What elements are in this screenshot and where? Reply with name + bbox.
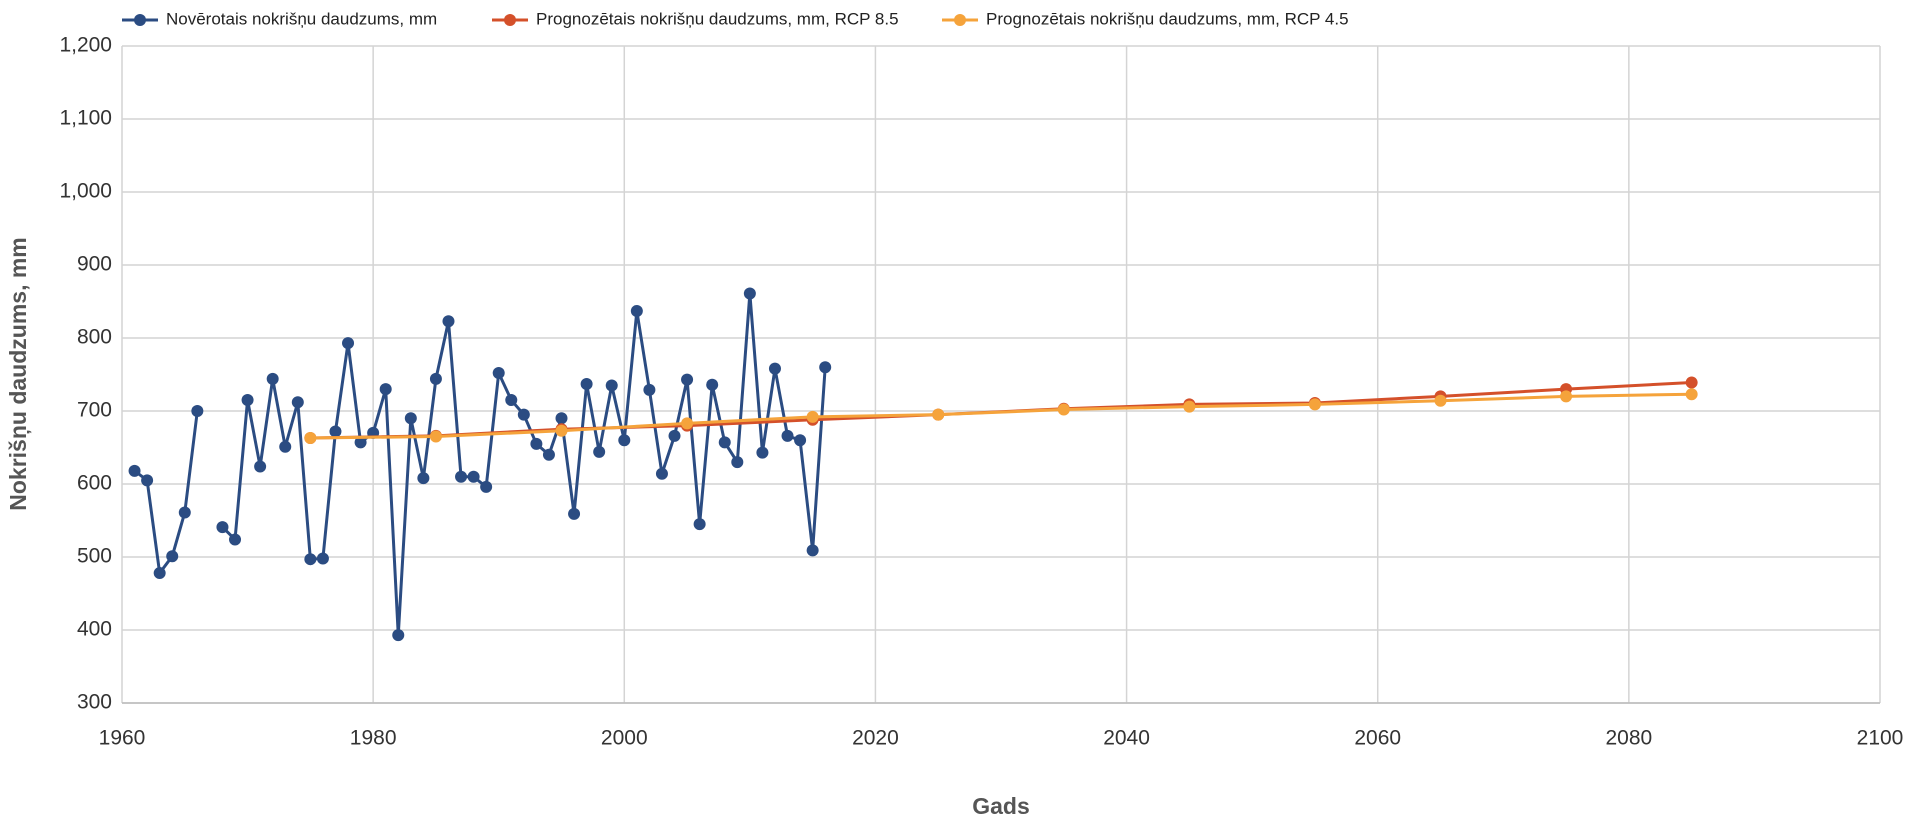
data-point — [455, 470, 468, 483]
legend-swatch — [954, 14, 966, 26]
data-point — [1560, 390, 1573, 403]
data-point — [467, 470, 480, 483]
data-point — [291, 396, 304, 409]
y-tick-label: 1,100 — [59, 107, 112, 130]
x-tick-label: 1980 — [350, 727, 397, 750]
data-point — [618, 434, 631, 447]
data-point — [429, 430, 442, 443]
data-point — [643, 383, 656, 396]
data-point — [768, 362, 781, 375]
data-point — [693, 518, 706, 531]
y-tick-label: 1,000 — [59, 180, 112, 203]
data-point — [630, 304, 643, 317]
data-point — [806, 544, 819, 557]
data-point — [568, 507, 581, 520]
data-point — [1685, 388, 1698, 401]
data-point — [781, 429, 794, 442]
data-point — [354, 436, 367, 449]
data-point — [819, 361, 832, 374]
data-point — [429, 372, 442, 385]
data-point — [555, 424, 568, 437]
y-tick-label: 600 — [77, 472, 112, 495]
data-point — [505, 394, 518, 407]
data-point — [254, 460, 267, 473]
x-tick-label: 2060 — [1354, 727, 1401, 750]
y-tick-label: 300 — [77, 691, 112, 714]
data-point — [655, 467, 668, 480]
data-point — [379, 383, 392, 396]
data-point — [279, 440, 292, 453]
data-point — [329, 425, 342, 438]
data-point — [756, 446, 769, 459]
data-point — [178, 506, 191, 519]
legend-label: Prognozētais nokrišņu daudzums, mm, RCP … — [986, 9, 1349, 28]
data-point — [731, 456, 744, 469]
data-point — [480, 480, 493, 493]
y-tick-label: 700 — [77, 399, 112, 422]
data-point — [304, 553, 317, 566]
data-point — [492, 367, 505, 380]
data-point — [316, 552, 329, 565]
data-point — [141, 474, 154, 487]
data-point — [191, 405, 204, 417]
data-point — [304, 432, 317, 445]
data-point — [517, 408, 530, 421]
data-point — [1434, 394, 1447, 407]
data-point — [668, 429, 681, 442]
data-point — [392, 629, 405, 642]
x-tick-label: 2080 — [1605, 727, 1652, 750]
data-point — [266, 372, 279, 385]
data-point — [530, 437, 543, 450]
data-point — [1183, 400, 1196, 413]
y-tick-label: 1,200 — [59, 34, 112, 57]
x-axis-title: Gads — [972, 793, 1030, 819]
data-point — [555, 412, 568, 425]
data-point — [229, 533, 242, 546]
legend-swatch — [134, 14, 146, 26]
y-tick-label: 900 — [77, 253, 112, 276]
data-point — [1308, 398, 1321, 411]
data-point — [1057, 403, 1070, 416]
data-point — [681, 373, 694, 386]
x-tick-label: 2000 — [601, 727, 648, 750]
data-point — [153, 567, 166, 580]
data-point — [241, 394, 254, 407]
data-point — [1685, 376, 1698, 389]
data-point — [166, 550, 179, 563]
data-point — [216, 521, 229, 534]
data-point — [542, 448, 555, 461]
data-point — [404, 412, 417, 425]
data-point — [743, 287, 756, 300]
x-tick-label: 1960 — [99, 727, 146, 750]
data-point — [342, 337, 355, 350]
y-axis-title: Nokrišņu daudzums, mm — [5, 237, 31, 510]
data-point — [681, 417, 694, 430]
legend-swatch — [504, 14, 516, 26]
data-point — [806, 410, 819, 423]
data-point — [794, 434, 807, 447]
data-point — [605, 379, 618, 392]
data-point — [580, 377, 593, 390]
x-tick-label: 2020 — [852, 727, 899, 750]
y-tick-label: 400 — [77, 618, 112, 641]
data-point — [593, 445, 606, 458]
data-point — [417, 472, 430, 485]
y-tick-label: 800 — [77, 326, 112, 349]
data-point — [718, 436, 731, 449]
data-point — [932, 408, 945, 421]
x-tick-label: 2040 — [1103, 727, 1150, 750]
x-tick-label: 2100 — [1857, 727, 1904, 750]
legend-label: Novērotais nokrišņu daudzums, mm — [166, 9, 437, 28]
series-line — [310, 392, 1692, 440]
legend-label: Prognozētais nokrišņu daudzums, mm, RCP … — [536, 9, 899, 28]
data-point — [128, 464, 141, 477]
data-point — [706, 378, 719, 391]
series-line — [133, 293, 827, 636]
data-point — [442, 315, 455, 328]
y-tick-label: 500 — [77, 545, 112, 568]
